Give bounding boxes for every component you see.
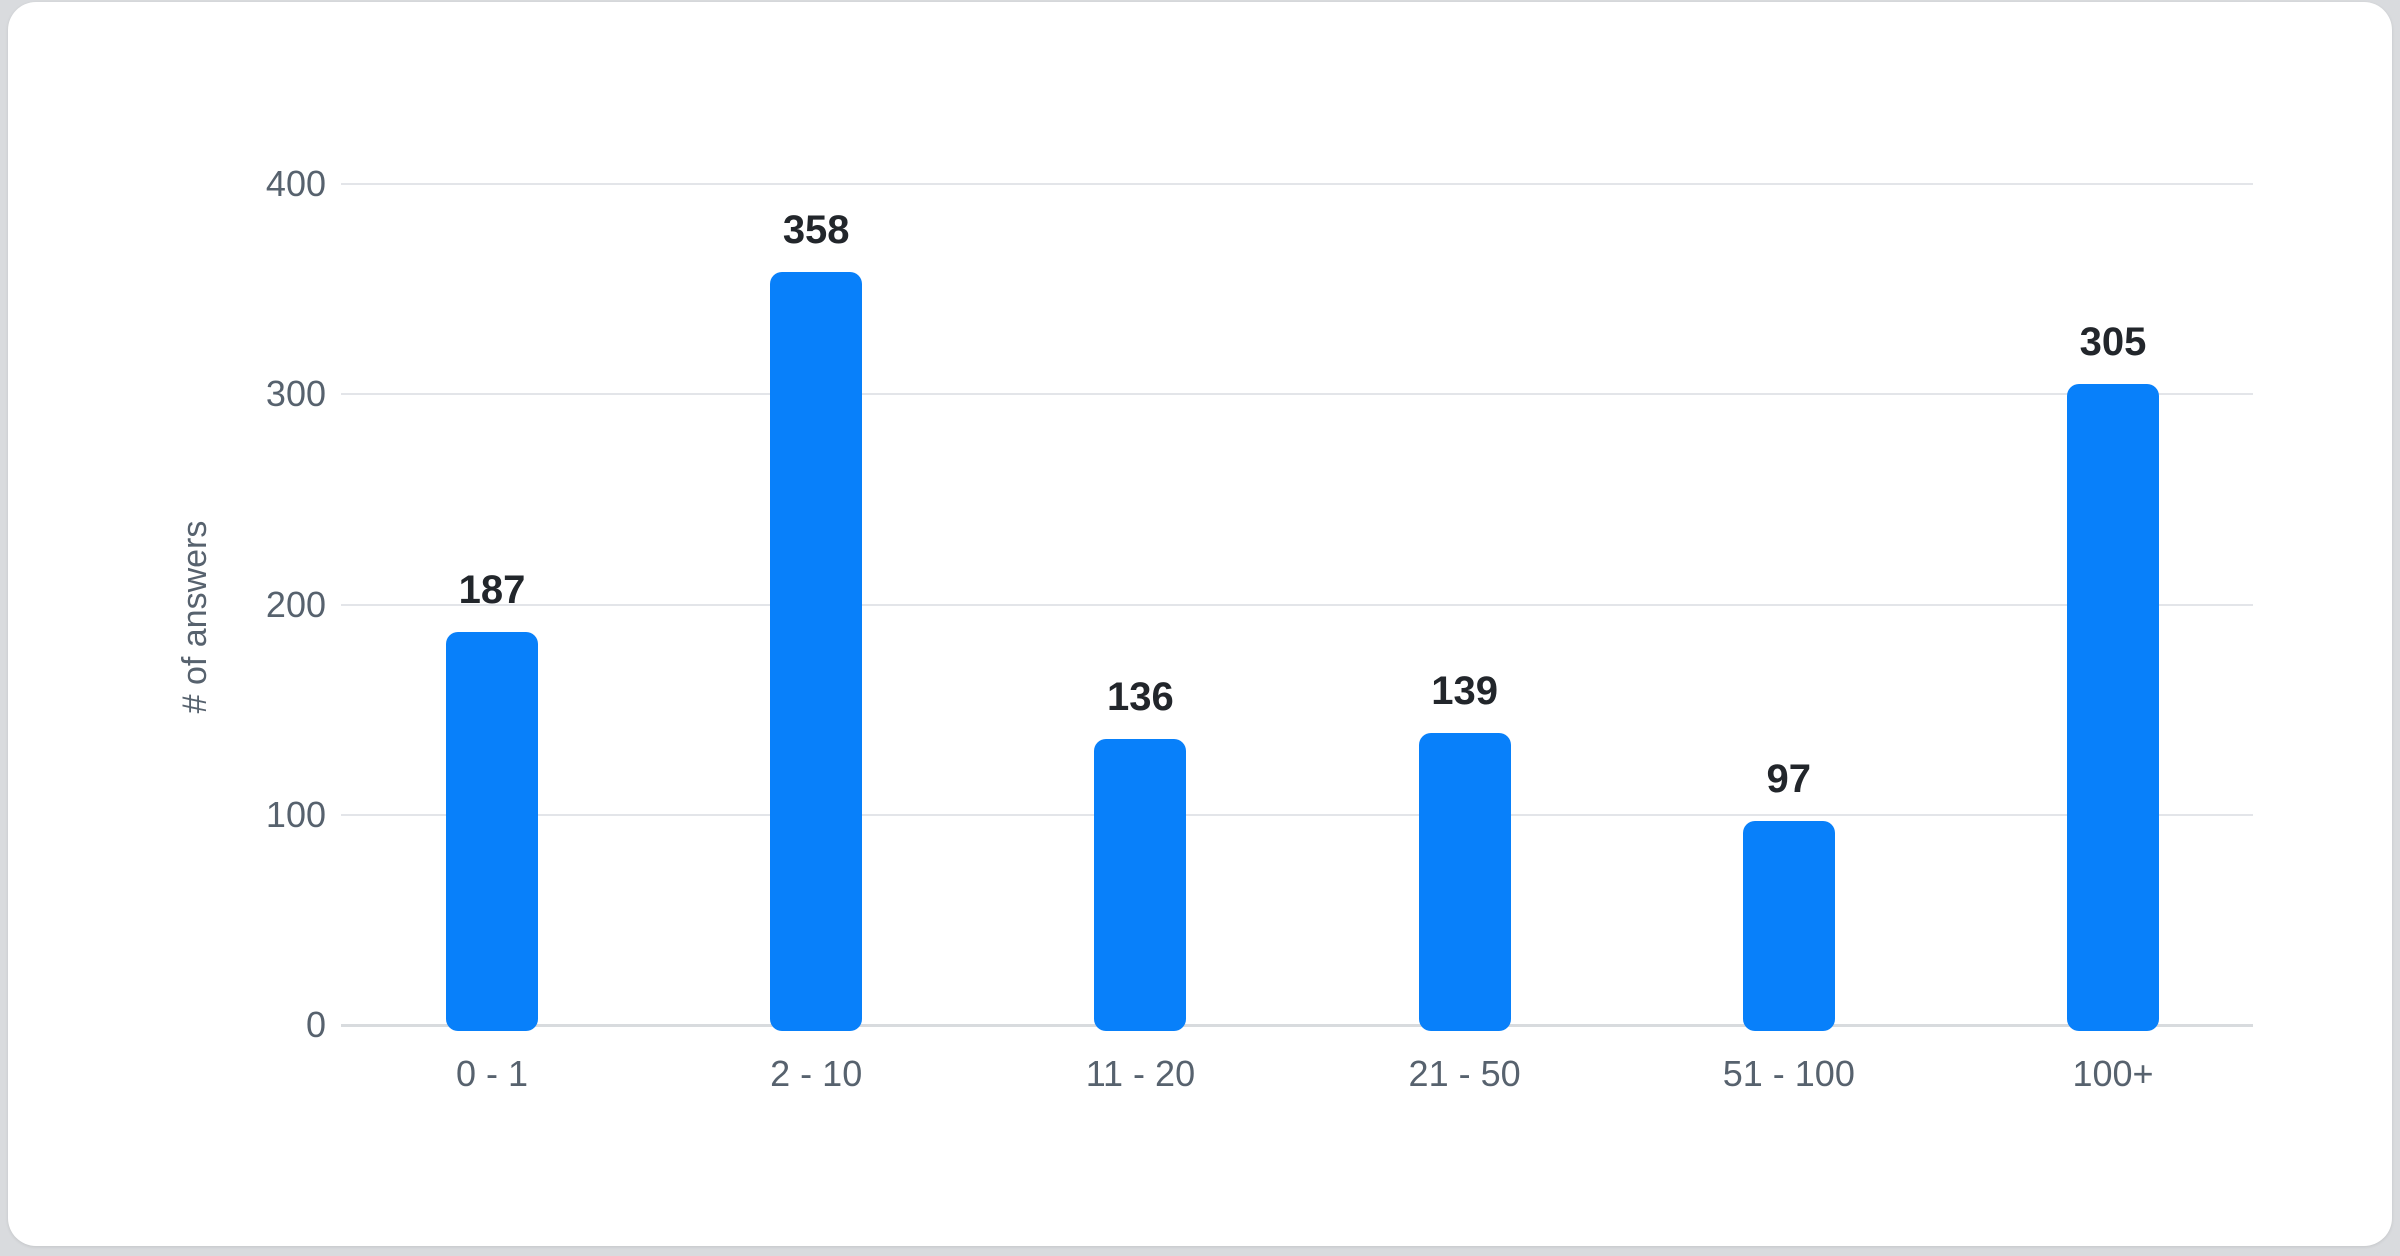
x-tick-label: 100+: [2072, 1053, 2154, 1094]
bar-value-label: 136: [1107, 675, 1174, 720]
bar-value-label: 358: [782, 208, 850, 253]
bar-value-label: 139: [1431, 668, 1498, 713]
y-tick-label: 100: [265, 793, 326, 835]
y-tick-label: 400: [265, 163, 326, 204]
bar-value-label: 305: [2079, 319, 2147, 364]
bar: [1742, 821, 1835, 1031]
gridline: [341, 183, 2253, 185]
bar-value-label: 97: [1766, 757, 1812, 802]
y-tick-label: 0: [305, 1004, 326, 1045]
x-tick-label: 21 - 50: [1408, 1053, 1521, 1094]
x-axis-line: [341, 1024, 2253, 1027]
bar-value-label: 187: [458, 567, 526, 612]
chart-card: # of answers 0 100 200 300 400 187 0 - 1 358 2 -…: [8, 2, 2392, 1246]
gridline: [341, 813, 2253, 816]
x-tick-label: 51 - 100: [1722, 1053, 1855, 1094]
bar-chart-plot-area: # of answers 0 100 200 300 400 187 0 - 1 358 2 -…: [8, 2, 2392, 1246]
gridline: [341, 393, 2253, 396]
bar: [2067, 383, 2159, 1031]
bar: [770, 272, 863, 1031]
bar: [1418, 732, 1511, 1031]
bar: [1094, 739, 1187, 1031]
x-tick-label: 2 - 10: [770, 1053, 863, 1094]
y-tick-label: 200: [265, 583, 326, 625]
y-tick-label: 300: [265, 373, 326, 415]
x-tick-label: 0 - 1: [455, 1053, 529, 1094]
gridline: [341, 603, 2253, 606]
x-tick-label: 11 - 20: [1085, 1053, 1196, 1094]
bar: [446, 631, 538, 1031]
